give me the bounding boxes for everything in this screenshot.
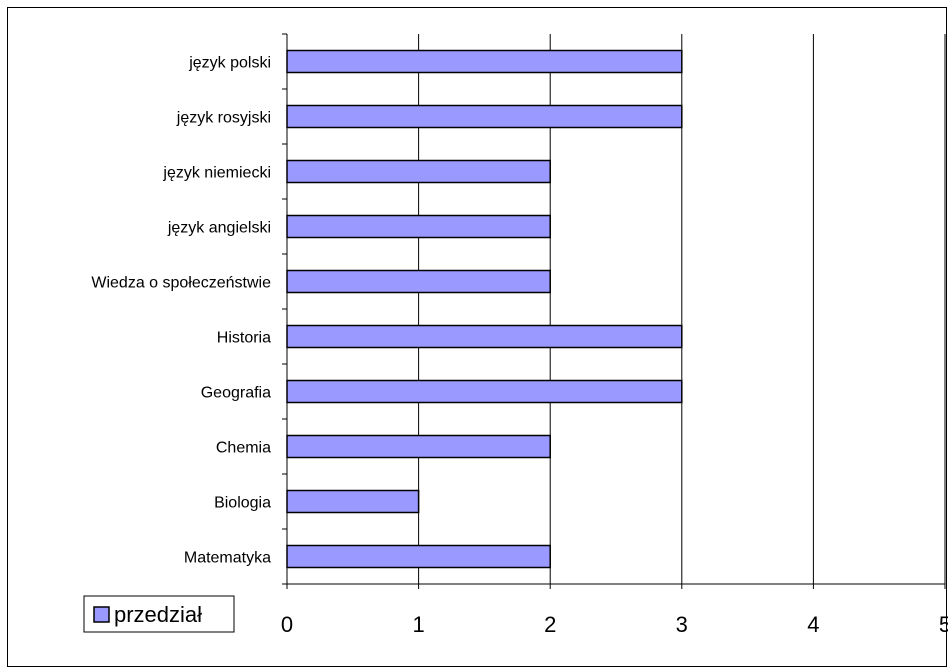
bar-chart: język polski język rosyjski język niemieck… (83, 33, 948, 637)
x-tick-label: 4 (807, 612, 819, 637)
bar (286, 104, 683, 129)
bar (286, 379, 683, 404)
category-label: Chemia (216, 440, 271, 457)
category-label: język angielski (167, 220, 271, 237)
category-label: język rosyjski (176, 110, 271, 127)
legend-label: przedział (114, 602, 202, 627)
x-tick-label: 1 (412, 612, 424, 637)
bar (286, 434, 551, 459)
category-label: język niemiecki (162, 165, 271, 182)
bar (286, 214, 551, 239)
bar (286, 544, 551, 569)
bar (286, 49, 683, 74)
x-tick-label: 0 (281, 612, 293, 637)
category-label: Geografia (201, 385, 271, 402)
x-tick-label: 3 (676, 612, 688, 637)
x-tick-label: 5 (939, 612, 948, 637)
category-label: Matematyka (184, 550, 271, 567)
x-tick-label: 2 (544, 612, 556, 637)
category-label: Wiedza o społeczeństwie (91, 275, 271, 292)
category-label: język polski (188, 55, 271, 72)
bar (286, 159, 551, 184)
category-label: Biologia (214, 495, 271, 512)
category-label: Historia (217, 330, 271, 347)
bar (286, 269, 551, 294)
legend-swatch (93, 606, 110, 623)
bar (286, 324, 683, 349)
bar (286, 489, 420, 514)
